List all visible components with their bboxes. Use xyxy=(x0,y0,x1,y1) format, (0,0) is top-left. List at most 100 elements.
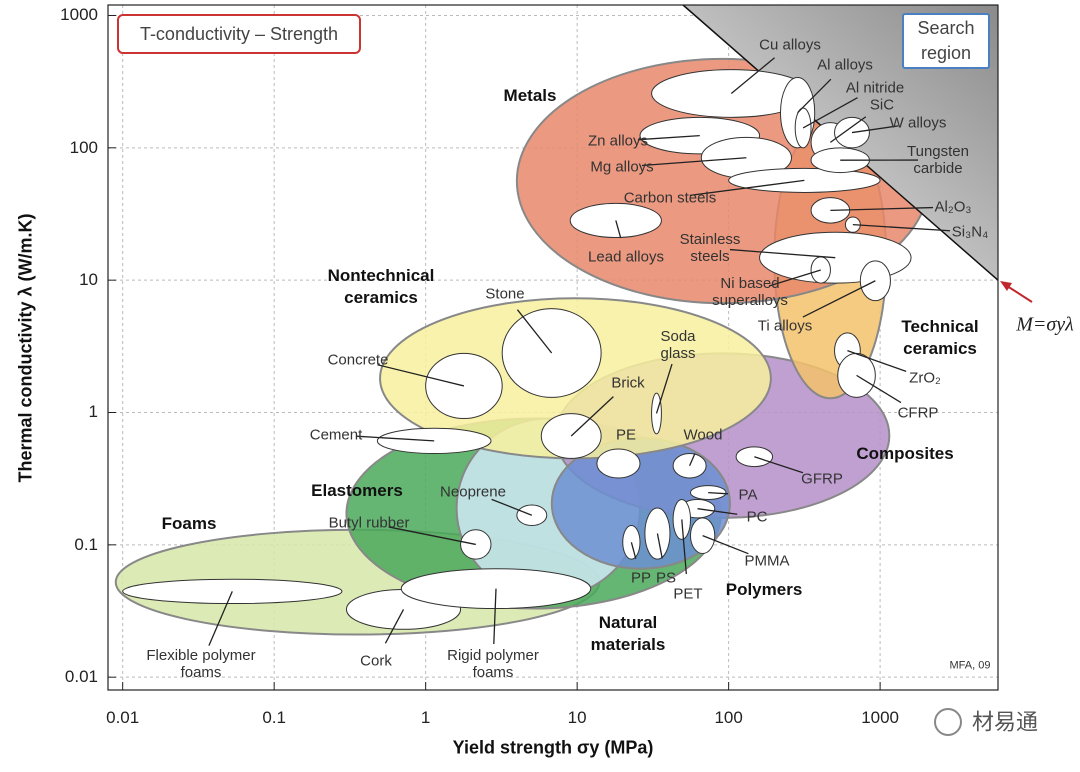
family-label: Natural materials xyxy=(590,613,666,654)
material-label: PA xyxy=(738,486,758,504)
leader-line xyxy=(708,491,729,495)
leader-line xyxy=(768,269,821,287)
material-label: Carbon steels xyxy=(623,189,717,207)
material-label: PC xyxy=(746,508,768,526)
leader-line xyxy=(208,591,233,646)
x-tick-label: 100 xyxy=(714,708,743,727)
leader-line xyxy=(630,542,637,559)
leader-line xyxy=(570,396,614,437)
material-label: Cement xyxy=(309,426,363,444)
leader-line xyxy=(856,374,902,404)
material-label: SiC xyxy=(869,96,895,114)
chart-title: T-conductivity – Strength xyxy=(117,14,361,54)
family-label: Polymers xyxy=(725,580,803,599)
material-bubble xyxy=(672,499,691,540)
leader-line xyxy=(355,435,435,442)
leader-line xyxy=(641,157,747,167)
material-label: Cu alloys xyxy=(759,36,821,54)
material-label: Al alloys xyxy=(817,56,873,74)
material-label: Soda glass xyxy=(660,328,696,362)
x-axis-title: Yield strength σy (MPa) xyxy=(452,737,654,758)
x-tick-label: 1000 xyxy=(861,708,900,727)
leader-line xyxy=(689,453,696,466)
material-label: PMMA xyxy=(744,552,790,570)
leader-line xyxy=(847,350,907,372)
leader-line xyxy=(697,508,738,515)
y-tick-label: 0.01 xyxy=(64,667,98,687)
material-label: Al nitride xyxy=(845,79,905,97)
leader-line xyxy=(729,248,836,259)
family-label: Foams xyxy=(161,514,217,533)
y-tick-label: 10 xyxy=(79,270,98,290)
leader-line xyxy=(655,363,673,414)
material-label: Ti alloys xyxy=(757,317,813,335)
leader-line xyxy=(516,309,553,354)
watermark: 材易通 xyxy=(971,709,1039,735)
search-region-label: Search region xyxy=(902,13,990,69)
material-label: Concrete xyxy=(327,351,389,369)
family-label: Composites xyxy=(856,444,954,463)
credit: MFA, 09 xyxy=(949,659,991,672)
material-bubble xyxy=(644,507,671,560)
leader-line xyxy=(377,364,465,387)
material-label: Wood xyxy=(683,426,723,444)
leader-line xyxy=(689,179,805,197)
material-label: GFRP xyxy=(801,470,843,488)
guideline-label: M=σyλ xyxy=(1016,313,1074,336)
material-label: Rigid polymer foams xyxy=(447,647,539,681)
material-label: Zn alloys xyxy=(587,132,649,150)
material-bubble xyxy=(460,529,492,560)
x-tick-label: 1 xyxy=(420,708,431,727)
material-bubble xyxy=(651,392,662,435)
material-label: W alloys xyxy=(889,114,947,132)
family-label: Metals xyxy=(503,86,557,105)
leader-line xyxy=(615,220,622,238)
leader-line xyxy=(830,116,867,143)
family-label: Nontechnical ceramics xyxy=(327,266,435,307)
material-bubble xyxy=(810,256,831,284)
family-label: Elastomers xyxy=(311,481,403,500)
material-label: ZrO₂ xyxy=(909,369,941,387)
material-label: Brick xyxy=(611,374,645,392)
x-tick-label: 0.1 xyxy=(262,708,286,727)
leader-line xyxy=(851,125,899,134)
leader-line xyxy=(852,224,951,232)
leader-line xyxy=(384,609,405,644)
y-tick-label: 0.1 xyxy=(74,534,98,554)
material-label: Butyl rubber xyxy=(328,514,410,532)
leader-line xyxy=(656,533,663,559)
leader-line xyxy=(802,280,876,318)
watermark-icon xyxy=(934,708,962,736)
x-tick-label: 10 xyxy=(567,708,587,727)
leader-line xyxy=(681,519,687,575)
leader-line xyxy=(702,535,749,555)
leader-line xyxy=(830,206,934,212)
leader-line xyxy=(637,134,700,141)
leader-line xyxy=(754,456,804,474)
y-tick-label: 1 xyxy=(88,402,98,422)
material-label: PET xyxy=(673,585,703,603)
material-label: Ni based superalloys xyxy=(712,275,788,309)
material-label: Mg alloys xyxy=(590,158,654,176)
leader-line xyxy=(491,498,533,516)
material-bubble xyxy=(689,517,716,555)
plot-frame xyxy=(107,4,999,691)
material-label: CFRP xyxy=(897,404,939,422)
leader-line xyxy=(797,78,832,114)
material-label: Flexible polymer foams xyxy=(146,647,256,681)
material-label: Al₂O₃ xyxy=(934,198,972,216)
leader-line xyxy=(802,97,858,129)
leader-line xyxy=(493,588,497,645)
material-label: PS xyxy=(655,569,677,587)
leader-line xyxy=(730,57,775,94)
material-label: PP xyxy=(630,569,652,587)
guideline-arrowhead xyxy=(1000,281,1012,291)
material-label: Lead alloys xyxy=(588,248,664,266)
y-tick-label: 1000 xyxy=(60,5,98,25)
material-bubble xyxy=(596,448,641,479)
family-label: Technical ceramics xyxy=(901,317,979,358)
material-label: Tungsten carbide xyxy=(907,143,969,177)
material-label: Si₃N₄ xyxy=(951,223,989,241)
